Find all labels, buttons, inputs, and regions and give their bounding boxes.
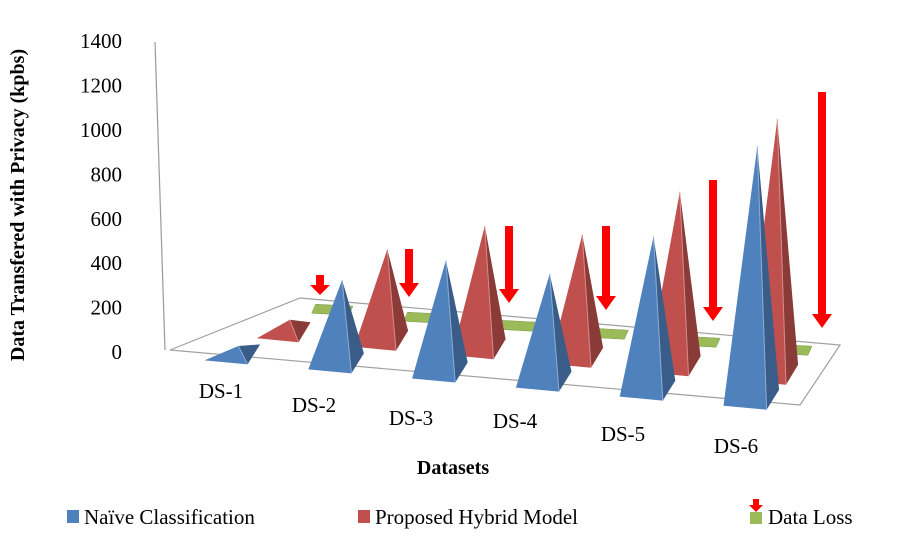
data-loss-arrow bbox=[399, 249, 419, 297]
pyramid-side-face bbox=[582, 234, 604, 368]
y-tick-label: 400 bbox=[91, 251, 123, 275]
pyramid-edge bbox=[237, 345, 249, 365]
pyramid-front-face bbox=[723, 146, 767, 410]
pyramid-side-face bbox=[238, 344, 261, 365]
x-axis-title: Datasets bbox=[417, 457, 489, 479]
data-loss-arrow bbox=[310, 275, 330, 295]
category-labels: DS-1 DS-2 DS-3 DS-4 DS-5 DS-6 bbox=[199, 379, 758, 458]
pyramid-front-face bbox=[451, 225, 494, 360]
y-tick-label: 1200 bbox=[80, 74, 122, 98]
category-label: DS-1 bbox=[199, 379, 243, 403]
pyramid-side-face bbox=[445, 260, 468, 383]
pyramid-side-face bbox=[342, 280, 364, 374]
category-label: DS-5 bbox=[601, 422, 645, 446]
pyramid-side-face bbox=[549, 273, 572, 392]
data-loss-arrow bbox=[499, 226, 519, 303]
pyramid-front-face bbox=[308, 280, 352, 374]
pyramid-side-face bbox=[289, 319, 311, 343]
pyramid-front-face bbox=[256, 319, 299, 343]
category-label: DS-3 bbox=[389, 406, 433, 430]
chart-walls bbox=[154, 40, 170, 351]
data-loss-arrow bbox=[596, 226, 616, 310]
y-axis-title: Data Transfered with Privacy (kpbs) bbox=[7, 49, 29, 361]
data-loss-arrow bbox=[812, 92, 832, 328]
y-tick-label: 200 bbox=[91, 296, 123, 320]
pyramid-edge bbox=[549, 273, 560, 392]
category-label: DS-2 bbox=[292, 393, 336, 417]
pyramid-edge bbox=[289, 319, 299, 343]
pyramid-edge bbox=[653, 236, 664, 401]
legend-label: Data Loss bbox=[768, 505, 853, 529]
pyramid-edge bbox=[776, 119, 787, 385]
category-label: DS-6 bbox=[714, 434, 758, 458]
pyramid-front-face bbox=[354, 249, 396, 351]
pyramid-front-face bbox=[412, 260, 456, 383]
legend-swatch bbox=[67, 510, 79, 523]
pyramid-side-face bbox=[679, 191, 701, 377]
pyramid-front-face bbox=[515, 273, 559, 392]
pyramid-edge bbox=[445, 260, 456, 383]
legend-label: Naïve Classification bbox=[84, 505, 255, 529]
legend-label: Proposed Hybrid Model bbox=[375, 505, 578, 529]
left-wall bbox=[155, 40, 170, 350]
legend: Naïve Classification Proposed Hybrid Mode… bbox=[67, 499, 853, 529]
data-loss-arrow bbox=[703, 180, 723, 321]
pyramid-side-face bbox=[653, 236, 676, 401]
y-tick-label: 1000 bbox=[80, 118, 122, 142]
pyramid-edge bbox=[341, 279, 352, 374]
y-tick-label: 1400 bbox=[80, 29, 122, 53]
pyramid-front-face bbox=[204, 346, 248, 365]
pyramid-edge bbox=[386, 249, 397, 351]
category-label: DS-4 bbox=[493, 409, 538, 433]
pyramid-edge bbox=[679, 191, 690, 377]
y-tick-label: 600 bbox=[91, 207, 123, 231]
pyramid-edge bbox=[581, 234, 592, 368]
legend-swatch bbox=[750, 512, 762, 524]
legend-arrow-icon bbox=[749, 499, 763, 512]
pyramid-side-face bbox=[757, 146, 780, 410]
y-tick-label: 800 bbox=[91, 162, 123, 186]
y-tick-label: 0 bbox=[112, 340, 123, 364]
y-axis-ticks: 0 200 400 600 800 1000 1200 1400 bbox=[80, 29, 122, 364]
pyramid-side-face bbox=[387, 249, 409, 351]
y-axis-line bbox=[154, 41, 166, 351]
pyramid-front-face bbox=[619, 236, 663, 401]
pyramid-edge bbox=[756, 146, 768, 410]
pyramid-side-face bbox=[484, 225, 506, 360]
legend-swatch bbox=[358, 510, 370, 523]
pyramid-edge bbox=[484, 225, 495, 360]
chart-marks bbox=[204, 92, 832, 410]
pyramid-side-face bbox=[777, 119, 799, 385]
